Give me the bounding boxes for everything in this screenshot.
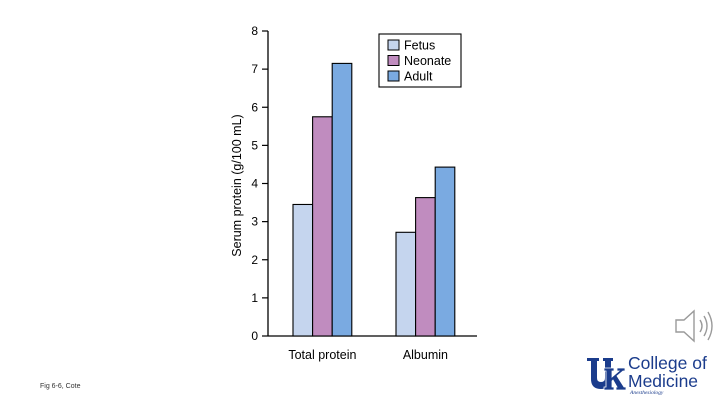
y-tick-label: 1 [251, 291, 258, 305]
figure-caption: Fig 6-6, Cote [40, 383, 81, 390]
legend-swatch-fetus [387, 39, 400, 51]
y-tick-label: 6 [251, 100, 258, 114]
legend-label-adult: Adult [404, 70, 433, 84]
y-axis-title: Serum protein (g/100 mL) [230, 114, 244, 256]
y-tick-label: 7 [251, 62, 258, 76]
x-category-label: Albumin [403, 348, 448, 362]
bars [292, 62, 456, 337]
y-tick-label: 0 [251, 329, 258, 343]
bar-fetus-total-protein [292, 203, 314, 337]
y-tick-label: 3 [251, 215, 258, 229]
y-tick-label: 4 [251, 177, 258, 191]
legend-swatch-neonate [387, 55, 400, 66]
logo-text: College of Medicine [628, 354, 707, 390]
y-tick-label: 8 [251, 24, 258, 38]
logo-subtitle: Anesthesiology [630, 390, 664, 396]
category-labels: Total protein Albumin [288, 348, 448, 362]
x-category-label: Total protein [288, 348, 356, 362]
legend-swatch-adult [387, 70, 400, 82]
y-tick-label: 2 [251, 253, 258, 267]
legend-label-neonate: Neonate [404, 54, 451, 68]
legend-label-fetus: Fetus [404, 39, 435, 53]
y-tick-label: 5 [251, 138, 258, 152]
logo-line-1: College of [628, 353, 707, 373]
uk-logo-icon [587, 358, 626, 391]
bar-adult-total-protein [331, 62, 353, 337]
logo-line-2: Medicine [628, 371, 699, 391]
bar-fetus-albumin [395, 231, 417, 337]
bar-adult-albumin [434, 166, 456, 337]
bar-neonate-albumin [415, 197, 436, 337]
y-axis: 0 1 2 3 4 5 6 7 8 [251, 24, 269, 343]
bar-neonate-total-protein [312, 116, 333, 337]
speaker-icon[interactable] [672, 306, 718, 346]
college-logo: College of Medicine Anesthesiology [586, 352, 716, 400]
